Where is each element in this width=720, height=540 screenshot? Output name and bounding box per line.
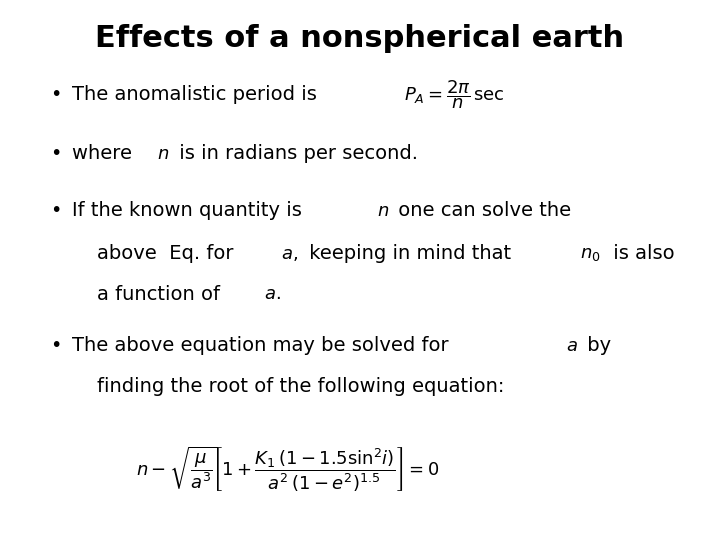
Text: keeping in mind that: keeping in mind that — [303, 244, 518, 264]
Text: The anomalistic period is: The anomalistic period is — [72, 85, 329, 104]
Text: by: by — [581, 336, 611, 355]
Text: $a.$: $a.$ — [264, 285, 281, 303]
Text: is in radians per second.: is in radians per second. — [174, 144, 418, 164]
Text: $n - \sqrt{\dfrac{\mu}{a^3}}\!\left[1 + \dfrac{K_1\,(1 - 1.5\sin^2\!i)}{a^2\,(1-: $n - \sqrt{\dfrac{\mu}{a^3}}\!\left[1 + … — [136, 446, 440, 494]
Text: $P_A = \dfrac{2\pi}{n}\,\mathrm{sec}$: $P_A = \dfrac{2\pi}{n}\,\mathrm{sec}$ — [404, 78, 505, 111]
Text: Effects of a nonspherical earth: Effects of a nonspherical earth — [96, 24, 624, 53]
Text: is also: is also — [606, 244, 674, 264]
Text: •: • — [50, 336, 62, 355]
Text: •: • — [50, 144, 62, 164]
Text: If the known quantity is: If the known quantity is — [72, 201, 308, 220]
Text: finding the root of the following equation:: finding the root of the following equati… — [97, 376, 505, 396]
Text: where: where — [72, 144, 138, 164]
Text: a function of: a function of — [97, 285, 227, 304]
Text: one can solve the: one can solve the — [392, 201, 572, 220]
Text: $a$: $a$ — [566, 336, 578, 355]
Text: •: • — [50, 85, 62, 104]
Text: $n_0$: $n_0$ — [580, 245, 600, 263]
Text: $n$: $n$ — [158, 145, 170, 163]
Text: $a,$: $a,$ — [282, 245, 298, 263]
Text: •: • — [50, 201, 62, 220]
Text: above  Eq. for: above Eq. for — [97, 244, 240, 264]
Text: $n$: $n$ — [377, 201, 389, 220]
Text: The above equation may be solved for: The above equation may be solved for — [72, 336, 455, 355]
